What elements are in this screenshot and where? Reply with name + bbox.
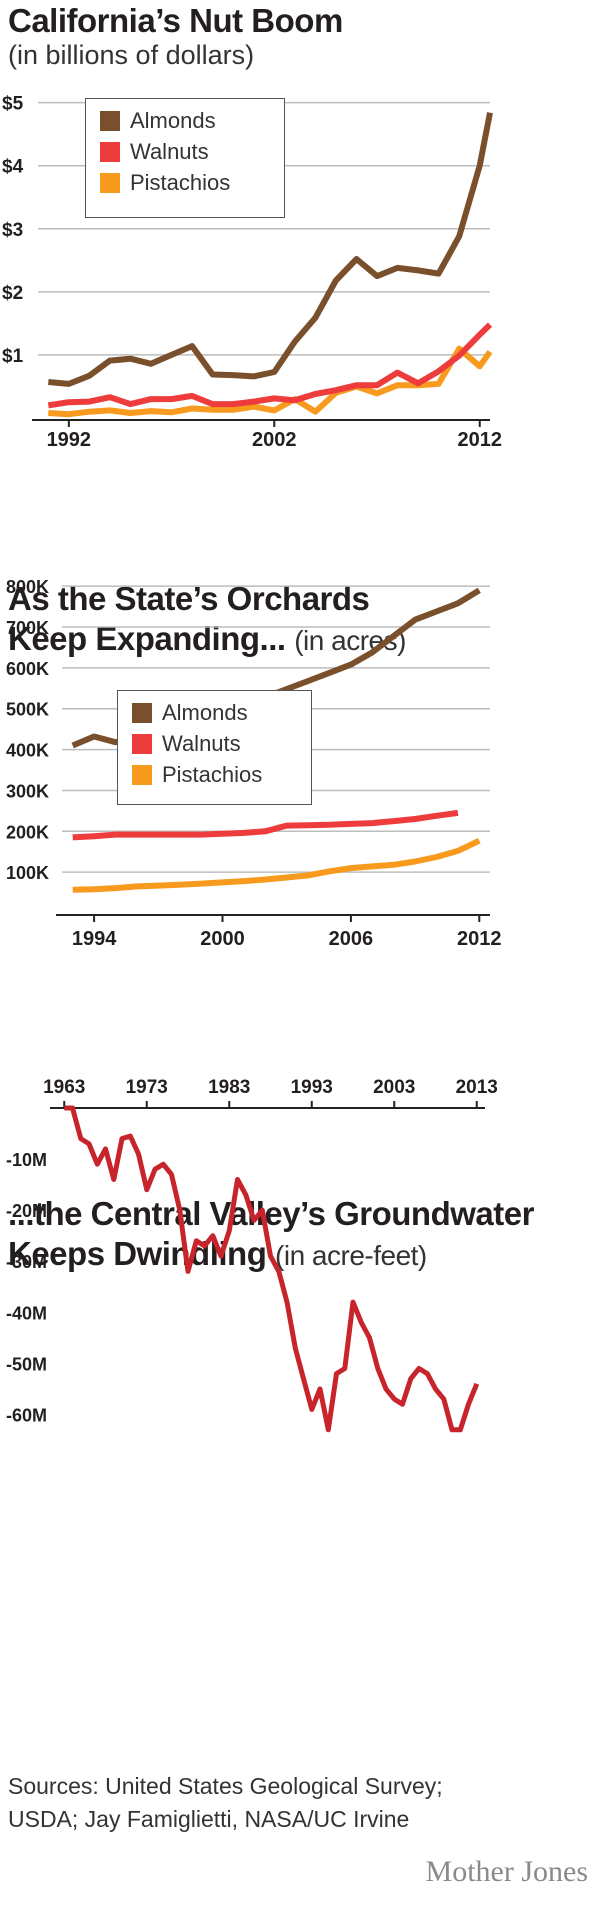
y-tick-label: -10M [6,1150,47,1170]
groundwater-chart: -10M -20M -30M -40M -50M -60M 1963 1973 1983 1993… [6,1077,498,1433]
x-tick-label: 1992 [47,429,92,451]
y-tick-label: -20M [6,1201,47,1221]
series-line-walnuts [47,322,493,409]
mother-jones-logo: Mother Jones [425,1855,588,1888]
y-tick-label: 500K [6,700,49,720]
legend-label: Almonds [130,107,216,133]
chart1-subtitle: (in billions of dollars) [8,40,255,70]
legend-item-walnuts: Walnuts [132,728,299,759]
pistachios-swatch [100,172,120,193]
sources-line1: Sources: United States Geological Survey… [8,1773,443,1799]
sources: Sources: United States Geological Survey… [8,1770,443,1836]
y-tick-label: 400K [6,741,49,761]
pistachios-swatch [132,764,152,785]
legend-item-walnuts: Walnuts [100,136,272,167]
x-tick-label: 2002 [252,429,297,451]
y-tick-label: 800K [6,577,49,597]
chart2-legend: Almonds Walnuts Pistachios [117,690,312,805]
legend-item-pistachios: Pistachios [132,759,299,790]
x-tick-label: 1973 [126,1077,168,1098]
chart2-title-text: Keep Expanding... [8,620,286,657]
chart1-legend: Almonds Walnuts Pistachios [85,98,285,218]
y-tick-label: 200K [6,822,49,842]
x-tick-label: 1993 [291,1077,333,1098]
y-tick-label: $1 [2,346,24,367]
orchard-acres-chart: 100K 200K 300K 400K 500K 600K 700K 800K 1994 2000… [6,577,502,950]
y-tick-label: $2 [2,283,23,304]
y-tick-label: -40M [6,1303,47,1323]
y-tick-label: $4 [2,157,24,178]
legend-label: Pistachios [162,761,263,787]
x-tick-label: 2012 [457,429,502,451]
y-tick-label: $5 [2,94,24,115]
x-tick-label: 1983 [208,1077,250,1098]
x-tick-label: 2000 [200,928,245,950]
legend-label: Pistachios [130,169,231,195]
legend-item-pistachios: Pistachios [100,167,272,198]
y-tick-label: -50M [6,1354,47,1374]
x-tick-label: 1963 [43,1077,85,1098]
x-tick-label: 2012 [457,928,502,950]
y-tick-label: 300K [6,781,49,801]
y-tick-label: -60M [6,1405,47,1425]
x-tick-label: 2013 [456,1077,498,1098]
x-tick-label: 2006 [329,928,374,950]
chart1-title: California’s Nut Boom [8,2,343,39]
walnuts-swatch [132,733,152,754]
chart3-title-line1: ...the Central Valley’s Groundwater [8,1195,534,1232]
series-line-walnuts [72,809,459,841]
y-tick-label: 100K [6,863,49,883]
chart3-subtitle: (in acre-feet) [275,1240,427,1271]
sources-line2: USDA; Jay Famiglietti, NASA/UC Irvine [8,1806,410,1832]
y-tick-label: 600K [6,659,49,679]
series-line-almonds [48,112,493,387]
legend-item-almonds: Almonds [100,105,272,136]
almonds-swatch [100,110,120,131]
legend-label: Almonds [162,699,248,725]
y-tick-label: 700K [6,618,49,638]
y-tick-label: -30M [6,1252,47,1272]
series-line-pistachios [48,345,493,418]
series-line-pistachios [72,837,481,893]
walnuts-swatch [100,141,120,162]
legend-label: Walnuts [162,730,241,756]
y-tick-label: $3 [2,220,23,241]
x-tick-label: 1994 [72,928,117,950]
legend-item-almonds: Almonds [132,697,299,728]
series-line-groundwater [64,1105,480,1433]
almonds-swatch [132,702,152,723]
legend-label: Walnuts [130,138,209,164]
x-tick-label: 2003 [373,1077,415,1098]
nut-value-chart: $1 $2 $3 $4 $5 1992 2002 2012 [2,94,502,451]
